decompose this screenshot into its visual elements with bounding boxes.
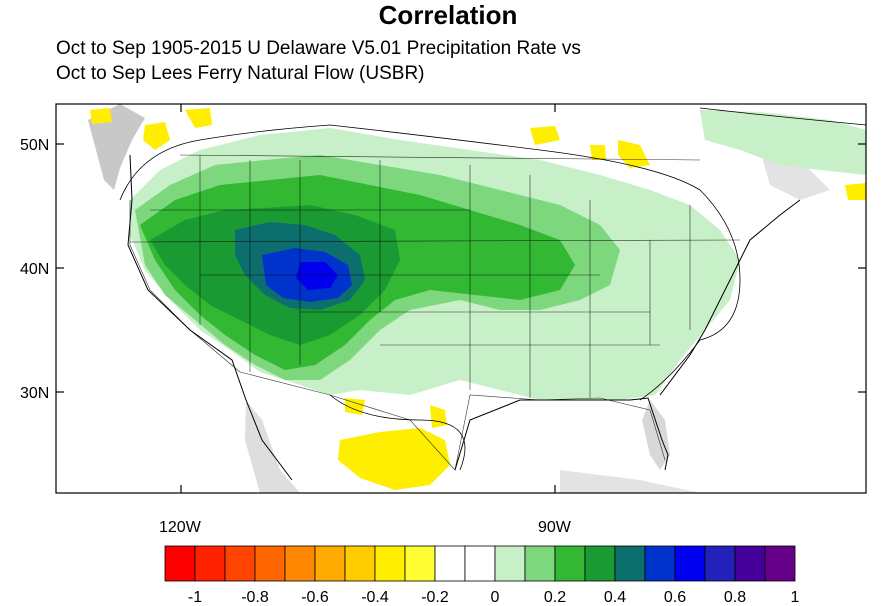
colorbar-box: [464, 545, 496, 582]
colorbar-box: [734, 545, 766, 582]
colorbar-tick-label: -0.4: [361, 589, 389, 606]
colorbar-labels: -1 -0.8 -0.6 -0.4 -0.2 0 0.2 0.4 0.6 0.8 1: [188, 589, 800, 606]
plot-frame: [55, 103, 867, 494]
colorbar-box: [584, 545, 616, 582]
colorbar-tick-label: 0.6: [664, 589, 686, 606]
coastline: [127, 154, 801, 481]
colorbar-box: [194, 545, 226, 582]
state-boundaries: [129, 154, 741, 471]
colorbar-tick-label: 0.2: [544, 589, 566, 606]
region-corr-0.2-north: [700, 110, 866, 175]
colorbar-tick-label: -1: [188, 589, 202, 606]
colorbar-box: [614, 545, 646, 582]
colorbar-box: [254, 545, 286, 582]
colorbar-box: [434, 545, 466, 582]
lon-label-120w: 120W: [159, 519, 202, 536]
colorbar-box: [704, 545, 736, 582]
chart-title: Correlation: [378, 0, 518, 30]
colorbar-tick-label: -0.8: [241, 589, 269, 606]
colorbar-tick-label: 0.8: [724, 589, 746, 606]
colorbar-tick-label: -0.2: [421, 589, 449, 606]
colorbar-box: [494, 545, 526, 582]
colorbar-box: [674, 545, 706, 582]
colorbar-box: [314, 545, 346, 582]
colorbar-box: [404, 545, 436, 582]
region-corr-0.8: [296, 262, 338, 290]
axis-ticks: [56, 104, 866, 493]
colorbar-box: [164, 545, 196, 582]
subtitle-line-1: Oct to Sep 1905-2015 U Delaware V5.01 Pr…: [56, 38, 581, 59]
lon-label-90w: 90W: [538, 519, 572, 536]
colorbar-box: [644, 545, 676, 582]
colorbar-box: [374, 545, 406, 582]
colorbar-box: [524, 545, 556, 582]
colorbar-box: [284, 545, 316, 582]
colorbar-tick-label: -0.6: [301, 589, 329, 606]
colorbar-tick-label: 0.4: [604, 589, 626, 606]
colorbar-box: [344, 545, 376, 582]
lat-label-30n: 30N: [20, 385, 49, 402]
colorbar-box: [224, 545, 256, 582]
zero-contours: [119, 107, 866, 471]
colorbar-tick-label: 1: [791, 589, 800, 606]
colorbar-tick-label: 0: [491, 589, 500, 606]
lat-label-40n: 40N: [20, 261, 49, 278]
subtitle-line-2: Oct to Sep Lees Ferry Natural Flow (USBR…: [56, 63, 425, 84]
colorbar: [164, 545, 796, 582]
lat-label-50n: 50N: [20, 137, 49, 154]
colorbar-box: [764, 545, 796, 582]
colorbar-box: [554, 545, 586, 582]
map-plot-area: [56, 104, 866, 493]
